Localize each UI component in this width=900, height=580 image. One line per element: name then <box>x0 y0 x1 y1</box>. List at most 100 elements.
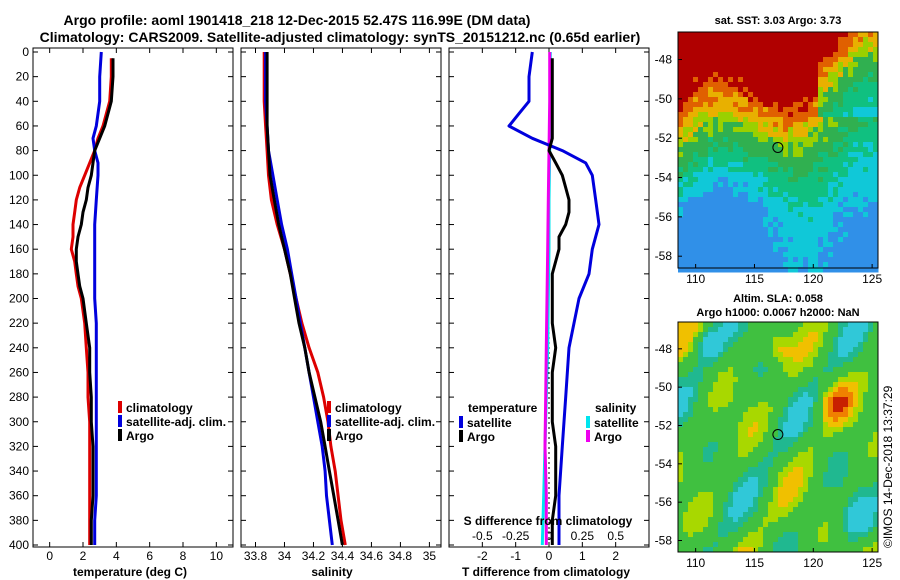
map-cell <box>853 487 859 493</box>
map-cell <box>688 327 694 333</box>
map-cell <box>873 412 879 418</box>
map-cell <box>773 517 779 523</box>
map-cell <box>863 172 869 178</box>
map-cell <box>873 232 879 238</box>
map-cell <box>863 462 869 468</box>
map-cell <box>713 367 719 373</box>
map-cell <box>818 497 824 503</box>
map-cell <box>868 327 874 333</box>
map-cell <box>838 362 844 368</box>
map-cell <box>873 167 879 173</box>
map-cell <box>768 217 774 223</box>
map-cell <box>728 142 734 148</box>
map-cell <box>858 247 864 253</box>
map-cell <box>723 177 729 183</box>
map-cell <box>688 227 694 233</box>
map-cell <box>698 112 704 118</box>
map-cell <box>738 242 744 248</box>
map-cell <box>753 427 759 433</box>
map-cell <box>843 517 849 523</box>
map-cell <box>718 52 724 58</box>
map-cell <box>778 77 784 83</box>
map-cell <box>738 482 744 488</box>
map-cell <box>803 367 809 373</box>
map-cell <box>713 327 719 333</box>
map-cell <box>708 237 714 243</box>
map-cell <box>718 387 724 393</box>
map-cell <box>843 337 849 343</box>
map-cell <box>768 402 774 408</box>
map-cell <box>778 127 784 133</box>
map-cell <box>838 202 844 208</box>
map-cell <box>788 132 794 138</box>
map-cell <box>773 372 779 378</box>
map-cell <box>778 512 784 518</box>
map-cell <box>783 397 789 403</box>
map-cell <box>678 417 684 423</box>
map-cell <box>718 502 724 508</box>
map-cell <box>713 332 719 338</box>
map-cell <box>783 142 789 148</box>
map-cell <box>698 197 704 203</box>
map-cell <box>778 132 784 138</box>
map-cell <box>698 107 704 113</box>
map-cell <box>698 437 704 443</box>
map-cell <box>728 232 734 238</box>
map-cell <box>873 122 879 128</box>
map-cell <box>843 67 849 73</box>
map-cell <box>708 117 714 123</box>
map-cell <box>698 427 704 433</box>
map-cell <box>858 227 864 233</box>
map-cell <box>688 482 694 488</box>
lon-tick-label: 115 <box>745 556 764 570</box>
map-cell <box>688 432 694 438</box>
map-cell <box>813 462 819 468</box>
map-cell <box>838 397 844 403</box>
map-cell <box>818 152 824 158</box>
map-cell <box>813 432 819 438</box>
map-cell <box>723 447 729 453</box>
map-cell <box>728 342 734 348</box>
map-cell <box>783 67 789 73</box>
map-cell <box>803 137 809 143</box>
map-cell <box>698 337 704 343</box>
map-cell <box>828 132 834 138</box>
map-cell <box>713 497 719 503</box>
map-cell <box>853 242 859 248</box>
map-cell <box>808 457 814 463</box>
map-cell <box>783 472 789 478</box>
map-cell <box>743 62 749 68</box>
map-cell <box>823 77 829 83</box>
map-cell <box>693 487 699 493</box>
map-cell <box>848 447 854 453</box>
map-cell <box>848 142 854 148</box>
map-cell <box>818 417 824 423</box>
map-cell <box>723 237 729 243</box>
map-cell <box>818 77 824 83</box>
map-cell <box>753 437 759 443</box>
map-cell <box>678 402 684 408</box>
map-cell <box>788 122 794 128</box>
map-cell <box>858 187 864 193</box>
map-cell <box>823 392 829 398</box>
map-cell <box>698 227 704 233</box>
map-cell <box>688 492 694 498</box>
map-cell <box>868 442 874 448</box>
map-cell <box>868 162 874 168</box>
map-cell <box>838 67 844 73</box>
map-cell <box>798 452 804 458</box>
map-cell <box>808 162 814 168</box>
map-cell <box>818 492 824 498</box>
map-cell <box>808 152 814 158</box>
map-cell <box>693 387 699 393</box>
map-cell <box>833 87 839 93</box>
map-cell <box>818 362 824 368</box>
map-cell <box>813 62 819 68</box>
map-cell <box>868 167 874 173</box>
map-cell <box>858 362 864 368</box>
map-cell <box>853 457 859 463</box>
map-cell <box>853 402 859 408</box>
map-cell <box>838 522 844 528</box>
map-cell <box>723 157 729 163</box>
map-cell <box>823 357 829 363</box>
